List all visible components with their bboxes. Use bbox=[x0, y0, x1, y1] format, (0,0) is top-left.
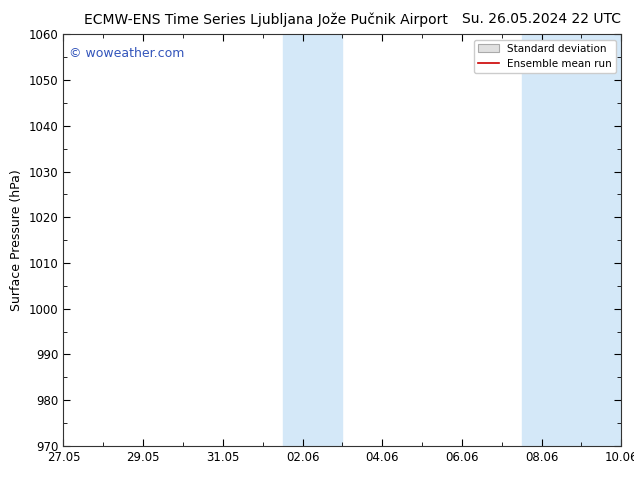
Text: Su. 26.05.2024 22 UTC: Su. 26.05.2024 22 UTC bbox=[462, 12, 621, 26]
Text: ECMW-ENS Time Series Ljubljana Jože Pučnik Airport: ECMW-ENS Time Series Ljubljana Jože Pučn… bbox=[84, 12, 448, 27]
Text: © woweather.com: © woweather.com bbox=[69, 47, 184, 60]
Y-axis label: Surface Pressure (hPa): Surface Pressure (hPa) bbox=[10, 169, 23, 311]
Bar bbox=[283, 34, 342, 446]
Bar bbox=[522, 34, 634, 446]
Legend: Standard deviation, Ensemble mean run: Standard deviation, Ensemble mean run bbox=[474, 40, 616, 73]
